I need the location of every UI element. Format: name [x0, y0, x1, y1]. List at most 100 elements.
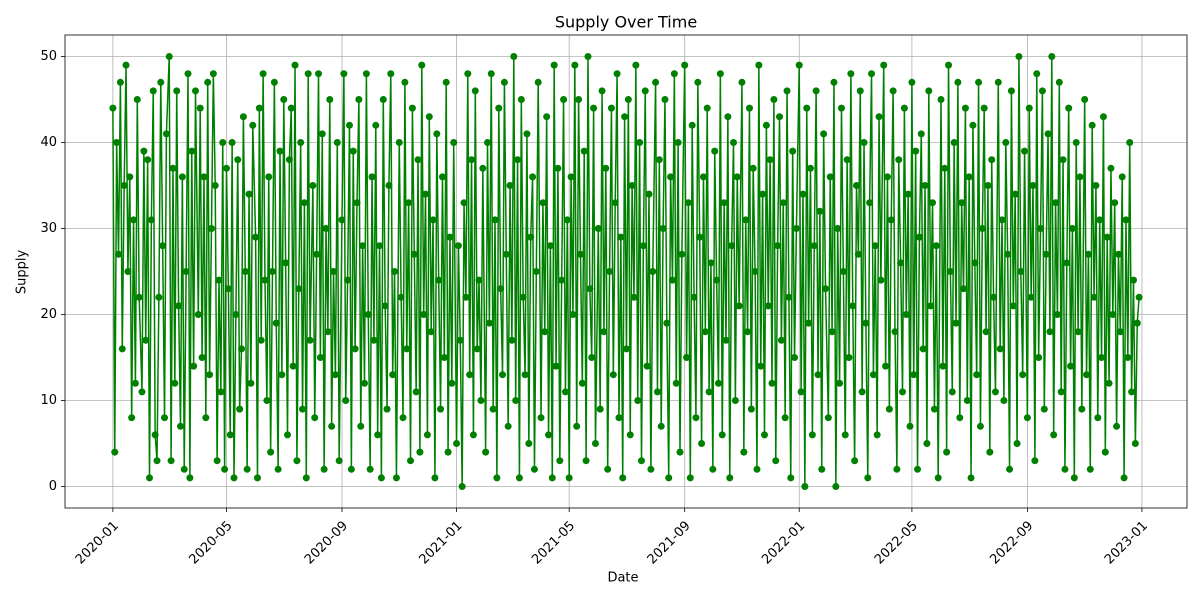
- data-point: [590, 104, 598, 112]
- data-point: [306, 336, 314, 344]
- data-point: [927, 302, 935, 310]
- data-point: [247, 379, 255, 387]
- data-point: [521, 371, 529, 379]
- data-point: [718, 431, 726, 439]
- data-point: [1078, 405, 1086, 413]
- data-point: [167, 457, 175, 465]
- data-point: [1094, 414, 1102, 422]
- data-point: [659, 225, 667, 232]
- data-point: [899, 388, 907, 396]
- y-tick-label: 50: [40, 49, 57, 64]
- data-point: [774, 242, 782, 250]
- data-point: [803, 104, 811, 112]
- data-point: [153, 457, 161, 465]
- data-point: [485, 319, 493, 327]
- data-point: [580, 147, 588, 155]
- data-point: [374, 431, 382, 439]
- data-point: [194, 311, 202, 318]
- data-point: [468, 156, 476, 164]
- data-point: [1037, 225, 1045, 232]
- data-point: [255, 104, 263, 112]
- data-point: [198, 354, 206, 361]
- data-point: [880, 61, 888, 69]
- data-point: [109, 104, 117, 112]
- data-point: [410, 250, 418, 258]
- data-point: [569, 311, 577, 318]
- data-point: [423, 431, 431, 439]
- data-point: [140, 147, 148, 155]
- data-point: [392, 474, 400, 482]
- data-point: [438, 173, 446, 181]
- data-point: [649, 268, 657, 275]
- data-point: [328, 422, 336, 430]
- data-point: [276, 147, 284, 155]
- data-point: [560, 96, 568, 103]
- data-point: [453, 440, 461, 447]
- data-point: [591, 440, 599, 447]
- data-point: [742, 216, 750, 224]
- data-point: [130, 216, 138, 224]
- data-point: [456, 336, 464, 344]
- data-point: [672, 379, 680, 387]
- data-point: [943, 448, 951, 456]
- data-point: [728, 242, 736, 250]
- data-point: [882, 362, 890, 370]
- data-point: [770, 96, 778, 103]
- data-point: [753, 465, 761, 473]
- data-point: [1038, 87, 1046, 95]
- data-point: [836, 379, 844, 387]
- data-point: [395, 139, 403, 146]
- data-point: [956, 414, 964, 422]
- data-point: [632, 61, 640, 69]
- data-point: [634, 397, 642, 404]
- data-point: [1023, 414, 1031, 422]
- data-point: [221, 465, 229, 473]
- data-point: [422, 190, 430, 198]
- data-point: [847, 70, 855, 78]
- data-point: [895, 156, 903, 164]
- data-point: [791, 354, 799, 361]
- data-point: [1103, 233, 1111, 241]
- data-point: [1101, 448, 1109, 456]
- data-point: [1109, 311, 1117, 318]
- data-point: [146, 474, 154, 482]
- data-point: [209, 70, 217, 78]
- data-point: [971, 259, 979, 267]
- data-point: [131, 379, 139, 387]
- data-point: [475, 276, 483, 284]
- data-point: [1042, 250, 1050, 258]
- data-point: [609, 371, 617, 379]
- data-point: [994, 78, 1002, 86]
- data-point: [331, 371, 339, 379]
- data-point: [929, 199, 937, 207]
- data-point: [668, 276, 676, 284]
- data-point: [925, 87, 933, 95]
- data-point: [1029, 182, 1037, 189]
- data-point: [856, 87, 864, 95]
- data-point: [407, 457, 415, 465]
- data-point: [868, 70, 876, 78]
- data-point: [744, 328, 752, 336]
- data-point: [397, 293, 405, 301]
- data-point: [1025, 104, 1033, 112]
- data-point: [858, 388, 866, 396]
- data-point: [1035, 354, 1043, 361]
- data-point: [1061, 465, 1069, 473]
- data-point: [206, 371, 214, 379]
- data-point: [385, 182, 393, 189]
- data-point: [144, 156, 152, 164]
- y-tick-label: 30: [40, 221, 57, 236]
- data-point: [883, 173, 891, 181]
- data-point: [268, 268, 276, 275]
- data-point: [287, 104, 295, 112]
- data-point: [469, 431, 477, 439]
- data-point: [362, 70, 370, 78]
- data-point: [749, 164, 757, 172]
- data-point: [1124, 354, 1132, 361]
- data-point: [864, 474, 872, 482]
- data-point: [1131, 440, 1139, 447]
- data-point: [387, 70, 395, 78]
- data-point: [529, 173, 537, 181]
- data-point: [686, 474, 694, 482]
- y-tick-label: 0: [49, 479, 57, 494]
